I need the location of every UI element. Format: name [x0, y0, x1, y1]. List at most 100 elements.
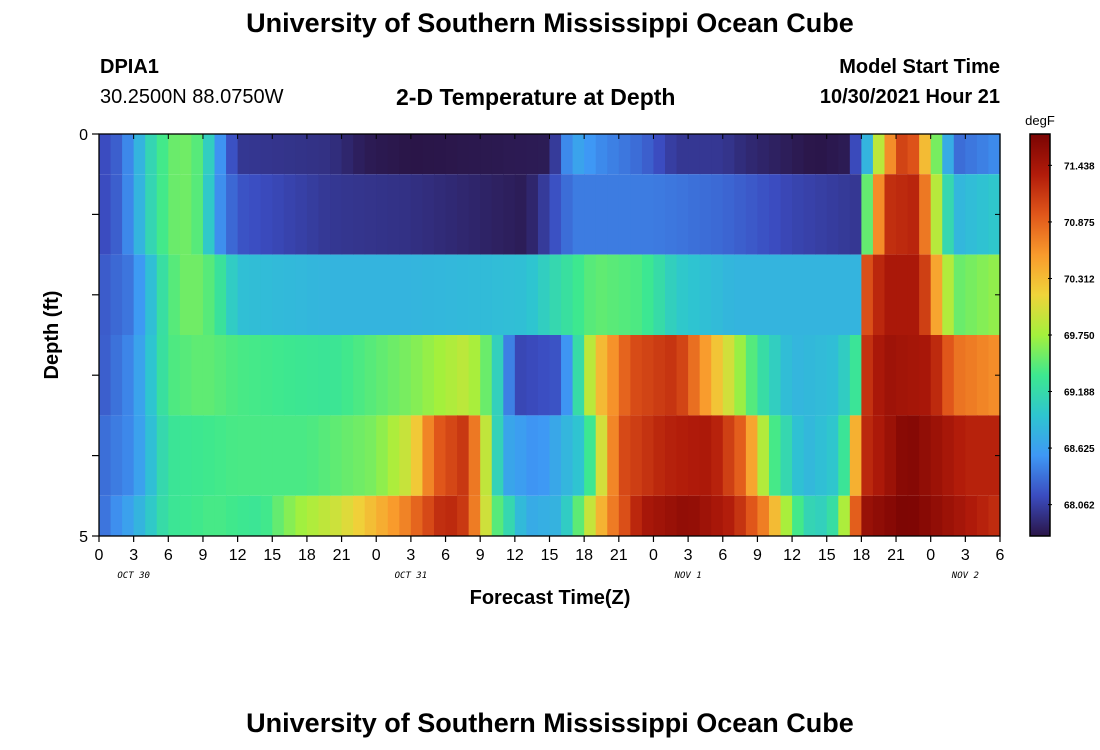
heatmap-cell [526, 495, 539, 536]
heatmap-cell [330, 415, 343, 496]
heatmap-cell [457, 335, 470, 416]
heatmap-cell [410, 495, 424, 536]
heatmap-cell [168, 174, 181, 255]
heatmap-cell [503, 335, 516, 416]
heatmap-cell [537, 495, 551, 536]
heatmap-cell [584, 254, 597, 335]
heatmap-cell [503, 174, 516, 255]
heatmap-cell [699, 174, 712, 255]
heatmap-cell [849, 495, 862, 536]
heatmap-cell [988, 415, 1001, 496]
x-tick-label: 15 [263, 547, 281, 564]
heatmap-cell [572, 335, 585, 416]
heatmap-cell [283, 254, 296, 335]
heatmap-cell [353, 335, 366, 416]
heatmap-cell [976, 174, 990, 255]
heatmap-cell [283, 174, 296, 255]
heatmap-cell [156, 174, 169, 255]
heatmap-cell [711, 335, 724, 416]
heatmap-cell [607, 174, 620, 255]
heatmap-cell [433, 415, 447, 496]
heatmap-cell [156, 335, 169, 416]
heatmap-cell [514, 495, 527, 536]
heatmap-cell [364, 174, 377, 255]
heatmap-cell [468, 174, 481, 255]
heatmap-cell [422, 174, 435, 255]
heatmap-cell [665, 134, 678, 175]
heatmap-cell [330, 335, 343, 416]
heatmap-cell [99, 174, 112, 255]
heatmap-cell [480, 335, 493, 416]
heatmap-cell [249, 174, 262, 255]
heatmap-cell [191, 174, 204, 255]
chart-title: 2-D Temperature at Depth [396, 84, 676, 110]
heatmap-cell [618, 174, 631, 255]
heatmap-cell [849, 415, 862, 496]
colorbar-tick-label: 69.750 [1064, 331, 1095, 342]
heatmap-cell [306, 174, 320, 255]
heatmap-cell [145, 134, 158, 175]
heatmap-cell [618, 495, 631, 536]
heatmap-cell [341, 495, 354, 536]
heatmap-cell [399, 134, 412, 175]
heatmap-cell [699, 415, 712, 496]
heatmap-cell [780, 134, 793, 175]
heatmap-cell [792, 134, 805, 175]
heatmap-cell [930, 174, 943, 255]
heatmap-cell [607, 335, 620, 416]
heatmap-cell [919, 174, 932, 255]
heatmap-cell [179, 335, 193, 416]
heatmap-cell [133, 495, 146, 536]
heatmap-cell [387, 415, 400, 496]
heatmap-cell [503, 254, 516, 335]
heatmap-cell [237, 415, 250, 496]
x-axis-label: Forecast Time(Z) [470, 587, 631, 609]
heatmap-cell [283, 134, 296, 175]
heatmap-cell [526, 254, 539, 335]
heatmap-cell [318, 254, 331, 335]
heatmap-cell [376, 134, 389, 175]
heatmap-cell [734, 134, 747, 175]
heatmap-cell [930, 495, 943, 536]
heatmap-cell [792, 415, 805, 496]
heatmap-cell [364, 134, 377, 175]
heatmap-cell [399, 415, 412, 496]
heatmap-cell [191, 254, 204, 335]
heatmap-cell [422, 495, 435, 536]
heatmap-cell [896, 134, 909, 175]
heatmap-cell [711, 495, 724, 536]
heatmap-cell [630, 254, 643, 335]
heatmap-cell [919, 254, 932, 335]
heatmap-cell [318, 335, 331, 416]
heatmap-cell [815, 174, 828, 255]
heatmap-cell [953, 335, 966, 416]
heatmap-cell [237, 335, 250, 416]
heatmap-cell [526, 134, 539, 175]
heatmap-cell [249, 254, 262, 335]
heatmap-cell [953, 254, 966, 335]
heatmap-cell [919, 495, 932, 536]
heatmap-cell [468, 254, 481, 335]
heatmap-cell [341, 134, 354, 175]
heatmap-cell [976, 335, 990, 416]
heatmap-cell [122, 134, 135, 175]
heatmap-cell [641, 254, 655, 335]
colorbar-tick-label: 70.312 [1064, 275, 1095, 286]
heatmap-cell [457, 134, 470, 175]
heatmap-cell [815, 134, 828, 175]
heatmap-cell [826, 134, 839, 175]
heatmap-cell [688, 415, 701, 496]
heatmap-cell [711, 134, 724, 175]
heatmap-cell [745, 174, 759, 255]
heatmap-cell [226, 415, 239, 496]
heatmap-cell [861, 254, 874, 335]
heatmap-cell [272, 335, 285, 416]
heatmap-cell [861, 134, 874, 175]
heatmap-cell [884, 254, 897, 335]
heatmap-cell [445, 415, 458, 496]
heatmap-cell [399, 174, 412, 255]
heatmap-cell [965, 495, 978, 536]
x-axis: 0 3 6 9 12 15 18 21 0 3 6 9 12 15 18 21 0 3 6 9 12 15 18 21 0 3 6 O… [95, 134, 1005, 581]
heatmap-cell [237, 134, 250, 175]
colorbar-unit: degF [1025, 113, 1055, 128]
